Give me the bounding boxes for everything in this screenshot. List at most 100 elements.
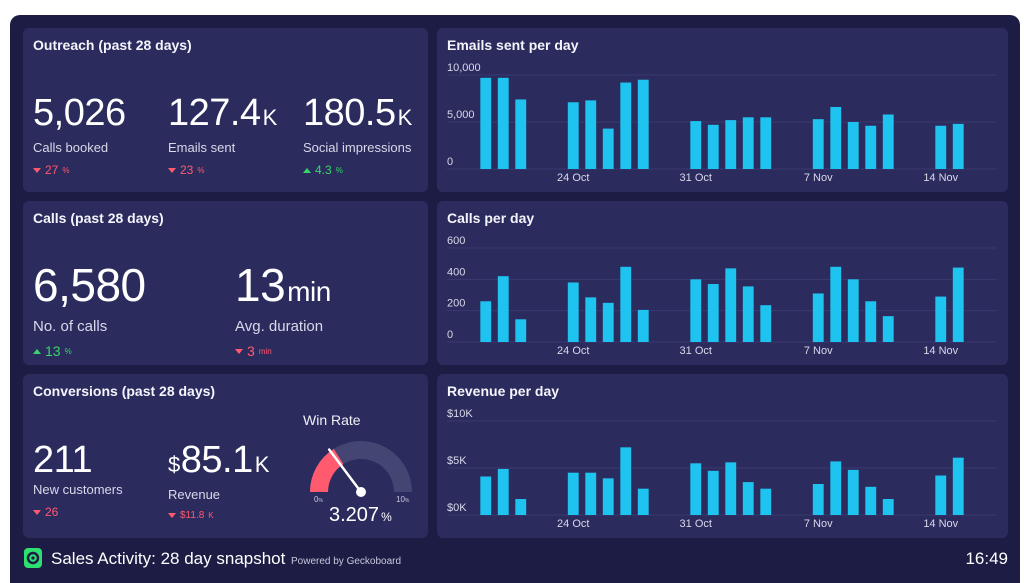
bar [725, 268, 737, 342]
bar [830, 461, 842, 515]
geckoboard-logo-icon [24, 548, 42, 568]
bar [515, 499, 527, 515]
metric-delta: 23% [168, 163, 277, 177]
bar [480, 476, 492, 515]
metric-value: 5,026 [33, 92, 126, 134]
metric-delta: 27% [33, 163, 128, 177]
gauge-needle [327, 448, 363, 494]
metric-label: New customers [33, 482, 123, 497]
metric-label: Emails sent [168, 140, 236, 155]
bar [497, 468, 509, 515]
y-tick-label: 5,000 [447, 109, 475, 121]
metric-value: 180.5K [303, 92, 412, 134]
bar [567, 102, 579, 169]
gauge-pivot [356, 487, 366, 497]
calls-booked-metric: 5,026 Calls booked 27% [33, 93, 128, 177]
win-rate-gauge [310, 441, 412, 497]
win-rate-value: 3.207% [329, 504, 392, 526]
revenue-chart-title: Revenue per day [447, 383, 560, 399]
x-tick-label: 7 Nov [804, 345, 833, 357]
bar [935, 475, 947, 515]
metric-delta: $11.8 K [168, 510, 269, 521]
metric-value: 13min [235, 259, 331, 311]
outreach-panel: Outreach (past 28 days) 5,026 Calls book… [23, 28, 428, 192]
bar [882, 114, 894, 169]
calls-bar-chart: 600 400 200 0 24 Oct 31 Oct 7 Nov 14 Nov [447, 235, 997, 357]
dashboard-title: Sales Activity: 28 day snapshot [51, 549, 286, 568]
bar [602, 302, 614, 342]
calls-title: Calls (past 28 days) [33, 210, 164, 226]
x-tick-label: 31 Oct [680, 172, 712, 184]
bar [707, 124, 719, 169]
bar [585, 472, 597, 515]
y-tick-label: 600 [447, 235, 465, 247]
bar [707, 284, 719, 342]
up-triangle-icon [33, 348, 41, 354]
x-tick-label: 24 Oct [557, 172, 589, 184]
conversions-title: Conversions (past 28 days) [33, 383, 216, 399]
down-triangle-icon [33, 509, 41, 515]
bar [830, 106, 842, 169]
bar [707, 470, 719, 515]
bar [760, 305, 772, 342]
x-tick-label: 14 Nov [923, 518, 958, 530]
down-triangle-icon [235, 348, 243, 354]
bar [847, 122, 859, 169]
x-tick-label: 7 Nov [804, 172, 833, 184]
calls-chart-panel: Calls per day 600 400 200 0 24 Oct 31 Oct 7 No… [437, 201, 1008, 365]
metric-label: Avg. duration [235, 318, 324, 335]
x-tick-label: 24 Oct [557, 345, 589, 357]
bar [690, 463, 702, 515]
metric-label: Revenue [168, 487, 221, 502]
up-triangle-icon [303, 167, 311, 173]
revenue-bar-chart: $10K $5K $0K 24 Oct 31 Oct 7 Nov 14 Nov [447, 408, 997, 530]
bar [515, 99, 527, 169]
revenue-chart-panel: Revenue per day $10K $5K $0K 24 Oct 31 Oct 7 … [437, 374, 1008, 538]
bar [585, 297, 597, 342]
x-tick-label: 14 Nov [923, 345, 958, 357]
bar [497, 77, 509, 169]
y-tick-label: $10K [447, 408, 473, 420]
bar [725, 462, 737, 515]
metric-value: 127.4K [168, 92, 277, 134]
bar [637, 79, 649, 169]
y-tick-label: 0 [447, 329, 453, 341]
bar [865, 301, 877, 342]
emails-bar-chart: 10,000 5,000 0 24 Oct 31 Oct 7 Nov 14 Nov [447, 62, 997, 184]
bar [567, 472, 579, 515]
metric-label: No. of calls [33, 318, 108, 335]
y-tick-label: 200 [447, 298, 465, 310]
bar [935, 296, 947, 342]
x-tick-label: 24 Oct [557, 518, 589, 530]
metric-label: Social impressions [303, 140, 412, 155]
bar [812, 119, 824, 169]
gauge-fill [310, 448, 344, 492]
new-customers-metric: 211 New customers 26 [33, 440, 123, 519]
bar [480, 77, 492, 169]
bar [865, 486, 877, 515]
bar [620, 82, 632, 169]
metric-delta: 26 [33, 505, 123, 519]
down-triangle-icon [168, 513, 176, 518]
bar [830, 266, 842, 342]
bar [812, 483, 824, 515]
metric-label: Calls booked [33, 140, 109, 155]
emails-chart-title: Emails sent per day [447, 37, 579, 53]
calls-chart-title: Calls per day [447, 210, 535, 226]
bar [585, 100, 597, 169]
gauge-min-label: 0% [314, 495, 323, 504]
y-tick-label: $0K [447, 502, 467, 514]
gauge-max-label: 10% [396, 495, 410, 504]
calls-count-metric: 6,580 No. of calls 13% [33, 261, 148, 359]
revenue-metric: $85.1K Revenue $11.8 K [168, 440, 269, 521]
bar [742, 117, 754, 169]
bar [515, 319, 527, 342]
bar [620, 447, 632, 515]
x-tick-label: 14 Nov [923, 172, 958, 184]
bar [935, 125, 947, 169]
bar [725, 120, 737, 169]
bar [760, 488, 772, 515]
x-tick-label: 31 Oct [680, 345, 712, 357]
win-rate-title: Win Rate [303, 412, 361, 428]
avg-duration-metric: 13min Avg. duration 3 min [235, 261, 331, 359]
